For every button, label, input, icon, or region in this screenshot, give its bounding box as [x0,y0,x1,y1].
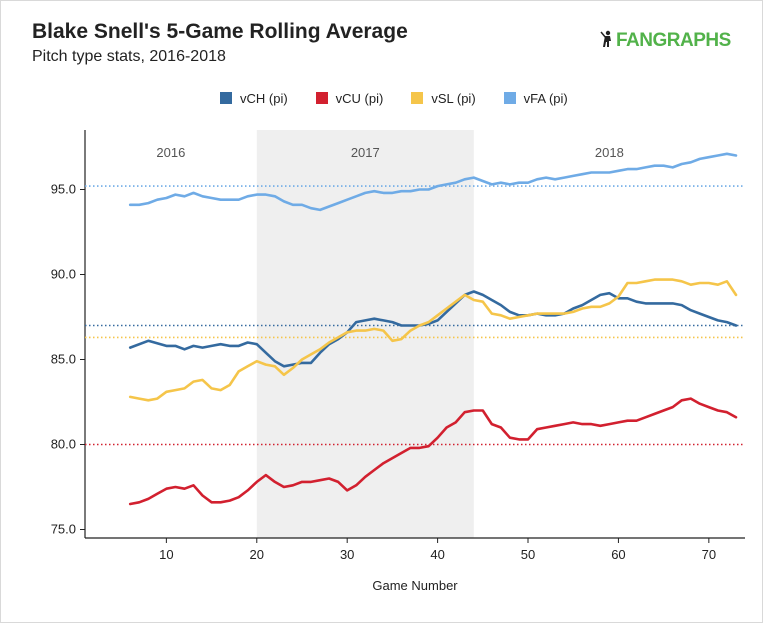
legend-label-vfa: vFA (pi) [523,90,568,106]
y-tick-label: 85.0 [51,352,76,367]
y-tick-label: 80.0 [51,437,76,452]
chart-title: Blake Snell's 5-Game Rolling Average [32,20,408,43]
x-tick-label: 70 [702,547,716,562]
x-tick-label: 40 [430,547,444,562]
season-label-2018: 2018 [595,145,624,160]
legend-label-vsl: vSL (pi) [431,90,476,106]
legend-item-vsl[interactable]: vSL (pi) [411,88,476,108]
legend-swatch-vfa [503,92,516,104]
season-label-2017: 2017 [351,145,380,160]
x-tick-label: 10 [159,547,173,562]
x-tick-label: 60 [611,547,625,562]
legend-label-vcu: vCU (pi) [335,90,384,106]
y-tick-label: 75.0 [51,522,76,537]
y-tick-label: 95.0 [51,182,76,197]
legend-label-vch: vCH (pi) [240,90,288,106]
series-line-vch[interactable] [128,290,738,368]
series-line-vcu[interactable] [128,397,738,506]
y-tick-label: 90.0 [51,267,76,282]
series-line-vfa[interactable] [128,152,738,212]
legend-item-vfa[interactable]: vFA (pi) [503,88,568,108]
chart-subtitle: Pitch type stats, 2016-2018 [32,48,226,65]
x-tick-label: 30 [340,547,354,562]
legend-item-vcu[interactable]: vCU (pi) [315,88,384,108]
fangraphs-logo[interactable]: FANGRAPHS [600,30,731,52]
legend-swatch-vcu [315,92,328,104]
legend: vCH (pi) vCU (pi) vSL (pi) vFA (pi) [220,88,568,108]
legend-swatch-vch [220,92,232,104]
x-axis-label: Game Number [372,578,458,593]
x-tick-label: 20 [250,547,264,562]
batter-icon [600,30,611,47]
x-tick-label: 50 [521,547,535,562]
season-band-2017 [256,130,474,538]
brand-text: FANGRAPHS [616,30,731,51]
legend-item-vch[interactable]: vCH (pi) [220,88,288,108]
legend-swatch-vsl [411,92,424,104]
series-line-vsl[interactable] [128,278,738,402]
season-label-2016: 2016 [156,145,185,160]
